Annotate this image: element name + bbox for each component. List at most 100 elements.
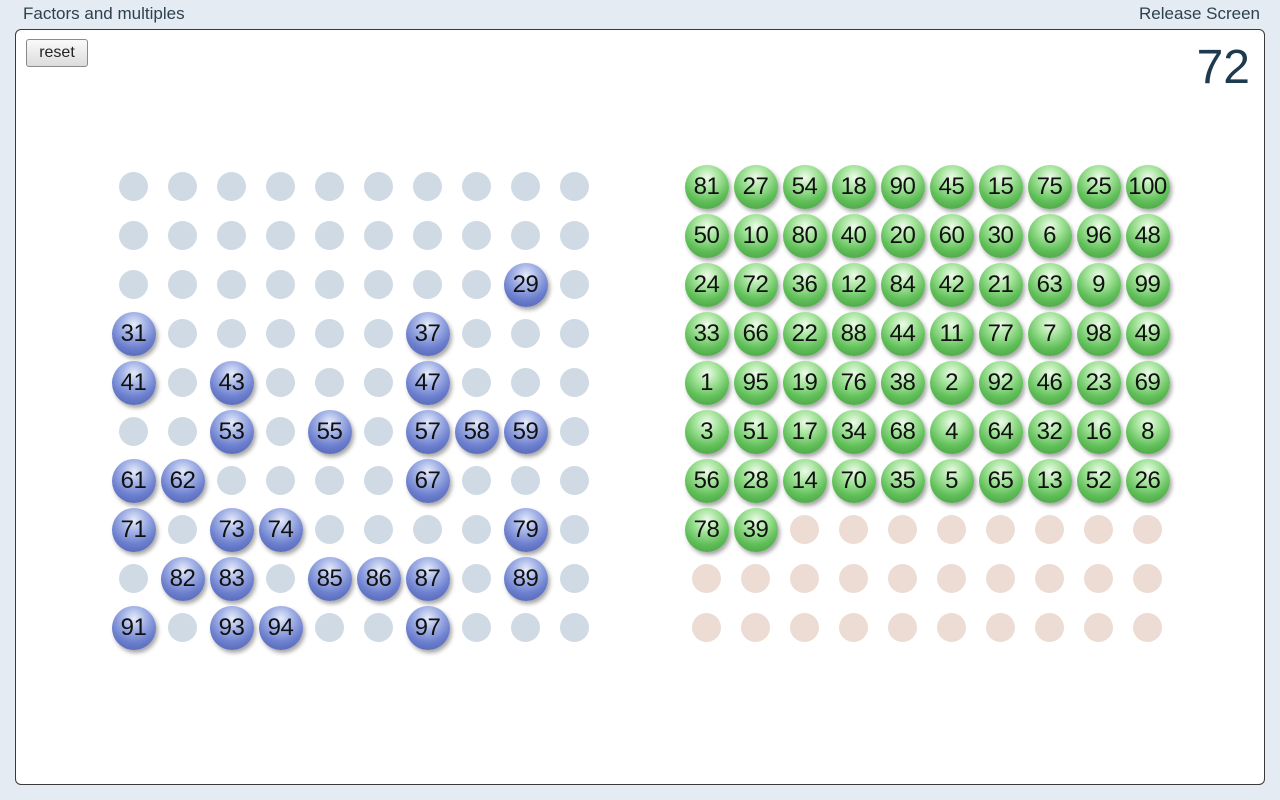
tray-cell[interactable]: 81: [682, 162, 731, 211]
board-cell[interactable]: 58: [452, 407, 501, 456]
tray-cell[interactable]: 96: [1074, 211, 1123, 260]
empty-slot[interactable]: [266, 319, 295, 348]
empty-slot[interactable]: [511, 221, 540, 250]
board-cell[interactable]: [207, 260, 256, 309]
empty-slot[interactable]: [1084, 515, 1113, 544]
tray-cell[interactable]: 26: [1123, 456, 1172, 505]
number-ball[interactable]: 15: [978, 164, 1023, 209]
tray-cell[interactable]: 54: [780, 162, 829, 211]
number-ball[interactable]: 17: [782, 409, 827, 454]
tray-cell[interactable]: 66: [731, 309, 780, 358]
tray-cell[interactable]: 10: [731, 211, 780, 260]
number-ball[interactable]: 93: [209, 605, 254, 650]
board-cell[interactable]: [550, 211, 599, 260]
tray-cell[interactable]: 28: [731, 456, 780, 505]
number-ball[interactable]: 74: [258, 507, 303, 552]
number-ball[interactable]: 91: [111, 605, 156, 650]
board-cell[interactable]: [256, 211, 305, 260]
number-ball[interactable]: 73: [209, 507, 254, 552]
board-cell[interactable]: [158, 260, 207, 309]
empty-slot[interactable]: [1084, 564, 1113, 593]
board-cell[interactable]: [354, 162, 403, 211]
tray-cell[interactable]: 72: [731, 260, 780, 309]
number-ball[interactable]: 76: [831, 360, 876, 405]
empty-slot[interactable]: [692, 613, 721, 642]
tray-cell[interactable]: [829, 603, 878, 652]
tray-cell[interactable]: 80: [780, 211, 829, 260]
tray-cell[interactable]: 60: [927, 211, 976, 260]
board-cell[interactable]: 86: [354, 554, 403, 603]
number-ball[interactable]: 12: [831, 262, 876, 307]
empty-slot[interactable]: [315, 466, 344, 495]
number-ball[interactable]: 71: [111, 507, 156, 552]
tray-cell[interactable]: 63: [1025, 260, 1074, 309]
number-ball[interactable]: 90: [880, 164, 925, 209]
empty-slot[interactable]: [266, 417, 295, 446]
empty-slot[interactable]: [315, 613, 344, 642]
board-cell[interactable]: [305, 505, 354, 554]
board-cell[interactable]: [501, 162, 550, 211]
board-cell[interactable]: 73: [207, 505, 256, 554]
board-cell[interactable]: [452, 211, 501, 260]
tray-cell[interactable]: [927, 505, 976, 554]
number-ball[interactable]: 68: [880, 409, 925, 454]
number-ball[interactable]: 52: [1076, 458, 1121, 503]
number-ball[interactable]: 20: [880, 213, 925, 258]
board-cell[interactable]: 53: [207, 407, 256, 456]
number-ball[interactable]: 94: [258, 605, 303, 650]
board-cell[interactable]: [403, 162, 452, 211]
board-cell[interactable]: [109, 211, 158, 260]
number-ball[interactable]: 29: [503, 262, 548, 307]
number-ball[interactable]: 24: [684, 262, 729, 307]
tray-cell[interactable]: 75: [1025, 162, 1074, 211]
number-ball[interactable]: 59: [503, 409, 548, 454]
tray-cell[interactable]: [780, 603, 829, 652]
empty-slot[interactable]: [888, 613, 917, 642]
empty-slot[interactable]: [790, 564, 819, 593]
tray-cell[interactable]: [976, 603, 1025, 652]
empty-slot[interactable]: [462, 613, 491, 642]
board-cell[interactable]: [109, 162, 158, 211]
tray-cell[interactable]: 70: [829, 456, 878, 505]
board-cell[interactable]: 89: [501, 554, 550, 603]
empty-slot[interactable]: [741, 564, 770, 593]
empty-slot[interactable]: [741, 613, 770, 642]
number-ball[interactable]: 51: [733, 409, 778, 454]
empty-slot[interactable]: [937, 515, 966, 544]
empty-slot[interactable]: [839, 515, 868, 544]
empty-slot[interactable]: [266, 270, 295, 299]
empty-slot[interactable]: [413, 515, 442, 544]
number-ball[interactable]: 25: [1076, 164, 1121, 209]
empty-slot[interactable]: [364, 270, 393, 299]
tray-cell[interactable]: [682, 603, 731, 652]
board-cell[interactable]: [207, 309, 256, 358]
tray-cell[interactable]: [1025, 554, 1074, 603]
tray-cell[interactable]: 32: [1025, 407, 1074, 456]
board-cell[interactable]: [550, 260, 599, 309]
empty-slot[interactable]: [217, 466, 246, 495]
tray-cell[interactable]: 76: [829, 358, 878, 407]
tray-cell[interactable]: 42: [927, 260, 976, 309]
empty-slot[interactable]: [560, 466, 589, 495]
number-ball[interactable]: 72: [733, 262, 778, 307]
empty-slot[interactable]: [462, 221, 491, 250]
board-cell[interactable]: [256, 358, 305, 407]
number-ball[interactable]: 18: [831, 164, 876, 209]
tray-cell[interactable]: 35: [878, 456, 927, 505]
tray-cell[interactable]: [1074, 554, 1123, 603]
empty-slot[interactable]: [217, 319, 246, 348]
number-ball[interactable]: 87: [405, 556, 450, 601]
tray-cell[interactable]: [976, 505, 1025, 554]
number-ball[interactable]: 32: [1027, 409, 1072, 454]
board-cell[interactable]: [256, 309, 305, 358]
empty-slot[interactable]: [168, 417, 197, 446]
board-cell[interactable]: [158, 211, 207, 260]
empty-slot[interactable]: [119, 564, 148, 593]
tray-cell[interactable]: 13: [1025, 456, 1074, 505]
board-cell[interactable]: [403, 260, 452, 309]
tray-cell[interactable]: 99: [1123, 260, 1172, 309]
number-ball[interactable]: 46: [1027, 360, 1072, 405]
tray-cell[interactable]: 69: [1123, 358, 1172, 407]
empty-slot[interactable]: [511, 368, 540, 397]
board-cell[interactable]: [109, 407, 158, 456]
